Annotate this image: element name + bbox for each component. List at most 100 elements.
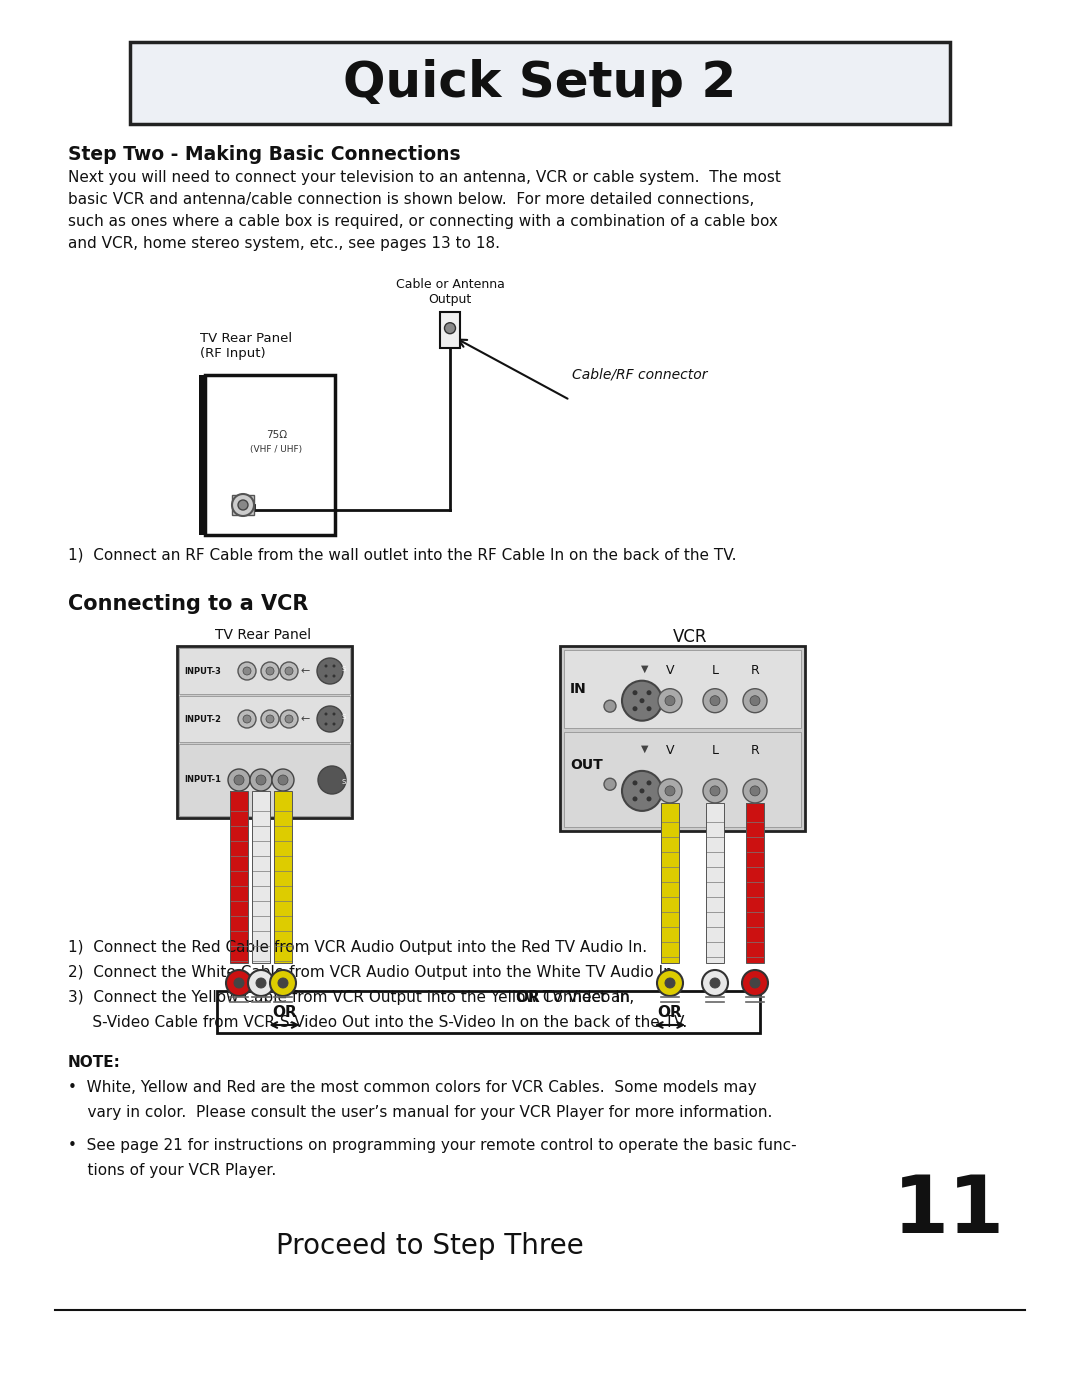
- Text: 3)  Connect the Yellow Cable from VCR Output into the Yellow TV Video In,: 3) Connect the Yellow Cable from VCR Out…: [68, 990, 639, 1004]
- Circle shape: [248, 970, 274, 996]
- Circle shape: [234, 978, 244, 988]
- Text: 1)  Connect an RF Cable from the wall outlet into the RF Cable In on the back of: 1) Connect an RF Cable from the wall out…: [68, 548, 737, 563]
- Bar: [232, 495, 254, 515]
- Bar: [230, 791, 248, 963]
- Circle shape: [647, 796, 651, 802]
- Circle shape: [266, 715, 274, 724]
- Text: 1)  Connect the Red Cable from VCR Audio Output into the Red TV Audio In.: 1) Connect the Red Cable from VCR Audio …: [68, 940, 647, 956]
- Text: vary in color.  Please consult the user’s manual for your VCR Player for more in: vary in color. Please consult the user’s…: [68, 1105, 772, 1120]
- Text: Quick Setup 2: Quick Setup 2: [343, 59, 737, 108]
- Circle shape: [658, 689, 681, 712]
- Text: INPUT-1: INPUT-1: [184, 775, 221, 785]
- Bar: [564, 650, 801, 728]
- Text: ▼: ▼: [642, 745, 649, 754]
- Circle shape: [270, 970, 296, 996]
- Text: S: S: [341, 714, 347, 719]
- Circle shape: [633, 690, 637, 696]
- Circle shape: [639, 788, 645, 793]
- Text: R: R: [751, 664, 759, 678]
- Text: L: L: [712, 745, 718, 757]
- Circle shape: [278, 978, 288, 988]
- Circle shape: [238, 710, 256, 728]
- Text: INPUT-3: INPUT-3: [184, 666, 221, 676]
- Bar: [179, 648, 350, 694]
- Circle shape: [710, 978, 720, 988]
- Text: NOTE:: NOTE:: [68, 1055, 121, 1070]
- Circle shape: [234, 775, 244, 785]
- Circle shape: [665, 978, 675, 988]
- Text: TV Rear Panel: TV Rear Panel: [215, 629, 311, 643]
- Bar: [564, 732, 801, 827]
- Circle shape: [324, 675, 327, 678]
- Circle shape: [647, 707, 651, 711]
- Text: Cable or Antenna
Output: Cable or Antenna Output: [395, 278, 504, 306]
- Text: Proceed to Step Three: Proceed to Step Three: [276, 1232, 584, 1260]
- Circle shape: [333, 712, 336, 715]
- Bar: [661, 803, 679, 963]
- Circle shape: [750, 978, 760, 988]
- Bar: [252, 791, 270, 963]
- Bar: [746, 803, 764, 963]
- Circle shape: [703, 689, 727, 712]
- Text: S: S: [341, 666, 347, 672]
- Text: Next you will need to connect your television to an antenna, VCR or cable system: Next you will need to connect your telev…: [68, 170, 781, 184]
- Circle shape: [232, 495, 254, 515]
- Text: tions of your VCR Player.: tions of your VCR Player.: [68, 1162, 276, 1178]
- Circle shape: [665, 696, 675, 705]
- Text: V: V: [665, 664, 674, 678]
- Circle shape: [647, 781, 651, 785]
- Bar: [217, 990, 760, 1032]
- Circle shape: [742, 970, 768, 996]
- Circle shape: [750, 787, 760, 796]
- Circle shape: [333, 665, 336, 668]
- Circle shape: [743, 780, 767, 803]
- Circle shape: [333, 675, 336, 678]
- Text: 2)  Connect the White Cable from VCR Audio Output into the White TV Audio In.: 2) Connect the White Cable from VCR Audi…: [68, 965, 677, 981]
- Circle shape: [318, 766, 346, 793]
- Circle shape: [261, 662, 279, 680]
- Circle shape: [238, 662, 256, 680]
- Text: 11: 11: [893, 1172, 1005, 1250]
- Circle shape: [256, 978, 266, 988]
- Circle shape: [285, 715, 293, 724]
- Circle shape: [256, 775, 266, 785]
- Circle shape: [633, 796, 637, 802]
- Text: S: S: [341, 780, 347, 785]
- Circle shape: [243, 715, 251, 724]
- Circle shape: [604, 700, 616, 712]
- Bar: [179, 745, 350, 816]
- Circle shape: [280, 710, 298, 728]
- Bar: [230, 791, 248, 963]
- Circle shape: [261, 710, 279, 728]
- Circle shape: [647, 690, 651, 696]
- Circle shape: [238, 500, 248, 510]
- Bar: [274, 791, 292, 963]
- Text: Step Two - Making Basic Connections: Step Two - Making Basic Connections: [68, 145, 461, 163]
- Circle shape: [622, 680, 662, 721]
- Circle shape: [278, 775, 288, 785]
- Text: INPUT-2: INPUT-2: [184, 714, 221, 724]
- Text: S-Video Cable from VCR S-Video Out into the S-Video In on the back of the TV.: S-Video Cable from VCR S-Video Out into …: [68, 1016, 687, 1030]
- Bar: [706, 803, 724, 963]
- Bar: [179, 696, 350, 742]
- Bar: [661, 803, 679, 963]
- Circle shape: [710, 787, 720, 796]
- Bar: [177, 645, 352, 819]
- Circle shape: [272, 768, 294, 791]
- Text: OR: OR: [516, 990, 540, 1004]
- Circle shape: [285, 666, 293, 675]
- Circle shape: [639, 698, 645, 703]
- Bar: [706, 803, 724, 963]
- Circle shape: [324, 722, 327, 725]
- Text: •  See page 21 for instructions on programming your remote control to operate th: • See page 21 for instructions on progra…: [68, 1139, 797, 1153]
- Circle shape: [750, 696, 760, 705]
- Circle shape: [657, 970, 683, 996]
- Circle shape: [604, 778, 616, 791]
- Text: 75Ω: 75Ω: [266, 430, 287, 440]
- Bar: [561, 645, 805, 831]
- Bar: [130, 42, 950, 124]
- Text: IN: IN: [570, 682, 586, 696]
- Circle shape: [710, 696, 720, 705]
- Text: V: V: [665, 745, 674, 757]
- Text: Connect an: Connect an: [538, 990, 630, 1004]
